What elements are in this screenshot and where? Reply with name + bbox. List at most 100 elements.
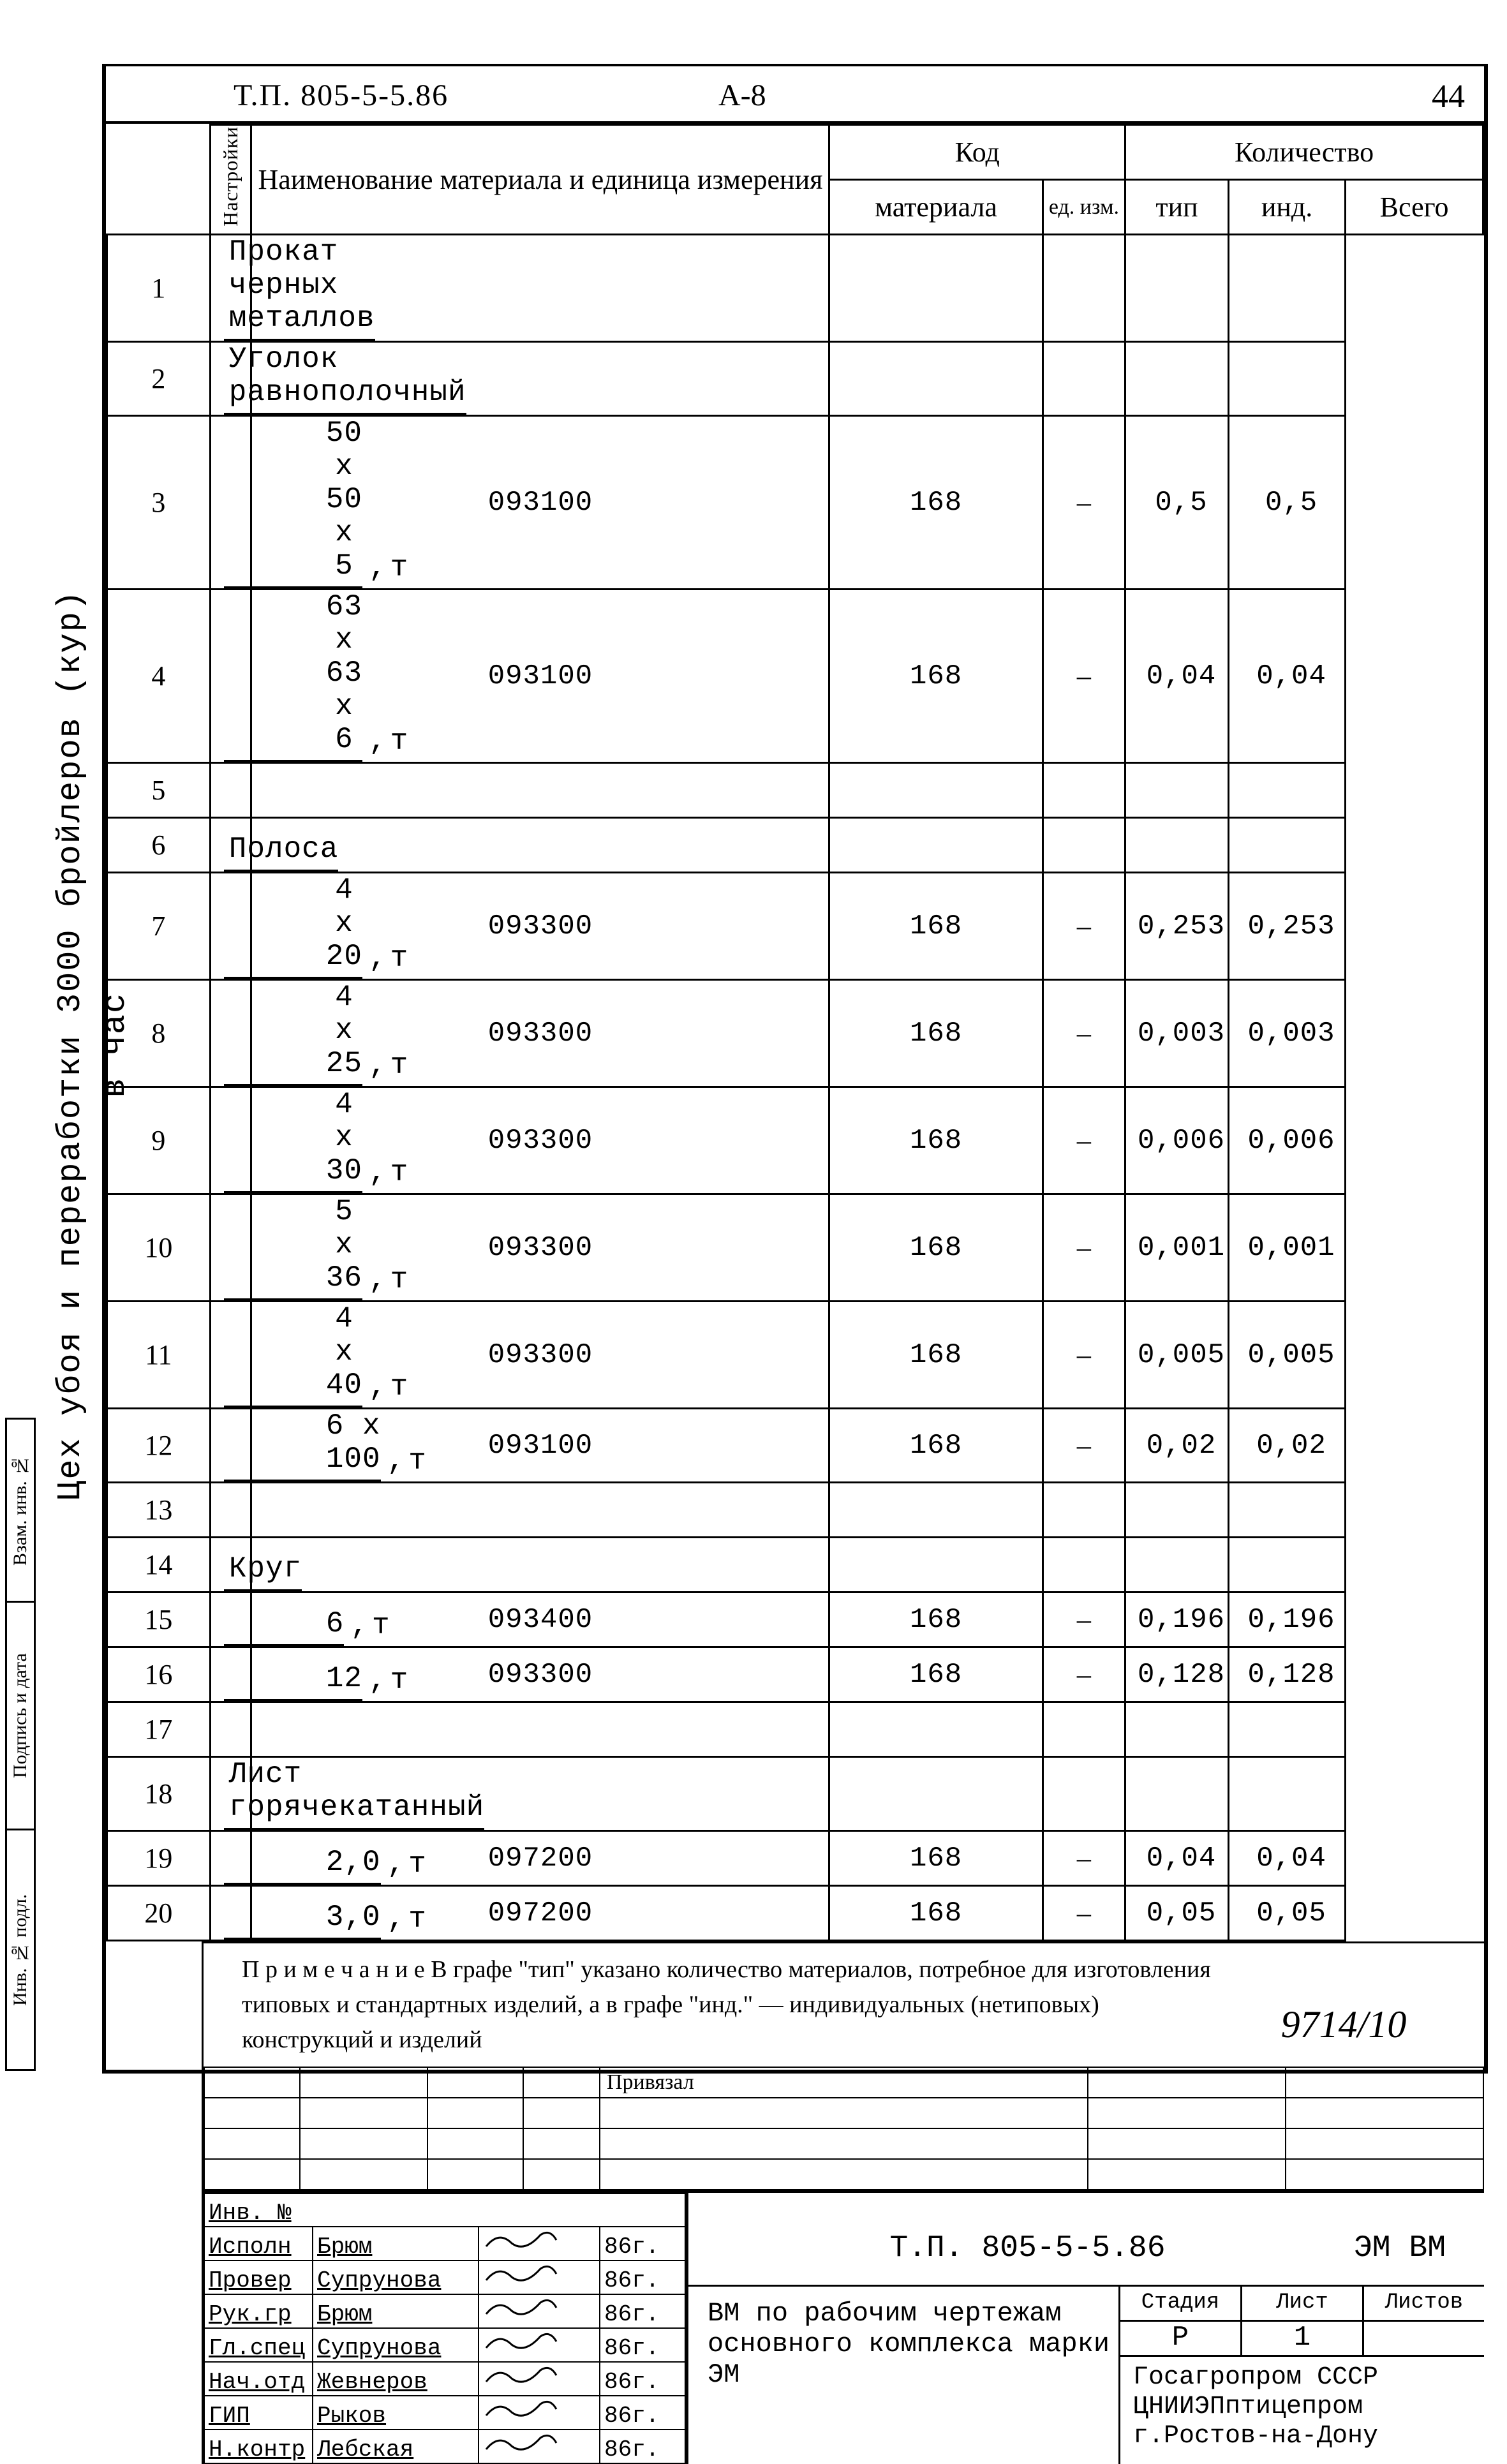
table-row: 6Полоса xyxy=(107,818,1483,873)
signature-row: Рук.грБрюм86г. xyxy=(204,2294,685,2328)
cell-tip: – xyxy=(1043,1409,1125,1483)
cell-total: 0,003 xyxy=(1228,980,1345,1087)
side-project-title: Цех убоя и переработки 3000 бройлеров (к… xyxy=(48,590,119,1501)
role-label: Нач.отд xyxy=(204,2362,313,2396)
role-label: Рук.гр xyxy=(204,2294,313,2328)
material-name-cell: Прокат черных металлов xyxy=(210,235,251,342)
row-number: 11 xyxy=(107,1302,211,1409)
role-name: Супрунова xyxy=(313,2260,479,2294)
role-year: 86г. xyxy=(600,2260,685,2294)
meta-sheets-label: Листов xyxy=(1364,2287,1484,2320)
cell-total xyxy=(1228,235,1345,342)
material-name-cell: 4 х 40,т xyxy=(210,1302,251,1409)
table-row: 156,т093400168–0,1960,196 xyxy=(107,1592,1483,1647)
row-number: 10 xyxy=(107,1194,211,1302)
cell-ed xyxy=(829,342,1043,416)
row-number: 12 xyxy=(107,1409,211,1483)
cell-ind: 0,02 xyxy=(1125,1409,1229,1483)
cell-total: 0,001 xyxy=(1228,1194,1345,1302)
table-row: 192,0,т097200168–0,040,04 xyxy=(107,1831,1483,1886)
materials-table: Настройки Наименование материала и едини… xyxy=(106,124,1484,1941)
table-row: 5 xyxy=(107,763,1483,818)
meta-sheet-value: 1 xyxy=(1242,2322,1364,2355)
cell-ed xyxy=(829,1757,1043,1831)
role-name: Брюм xyxy=(313,2227,479,2260)
cell-total: 0,006 xyxy=(1228,1087,1345,1194)
row-number: 7 xyxy=(107,873,211,980)
table-row: 126 х 100,т093100168–0,020,02 xyxy=(107,1409,1483,1483)
material-name-cell: 4 х 20,т xyxy=(210,873,251,980)
cell-ind xyxy=(1125,1538,1229,1592)
material-name-cell: Уголок равнополочный xyxy=(210,342,251,416)
cell-ed xyxy=(829,818,1043,873)
page-number: 44 xyxy=(1108,66,1484,121)
inv-label: Инв. № xyxy=(204,2193,685,2227)
role-name: Брюм xyxy=(313,2294,479,2328)
cell-ed xyxy=(829,1483,1043,1538)
tb-doc-type: ЭМ ВМ xyxy=(1354,2231,1471,2266)
row-number: 1 xyxy=(107,235,211,342)
privязал-table: Привязал xyxy=(204,2067,1484,2190)
role-name: Лебская xyxy=(313,2430,479,2463)
row-number: 13 xyxy=(107,1483,211,1538)
row-number: 17 xyxy=(107,1702,211,1757)
table-row: 2Уголок равнополочный xyxy=(107,342,1483,416)
cell-ed: 168 xyxy=(829,416,1043,590)
cell-ed xyxy=(829,1538,1043,1592)
col-name: Наименование материала и единица измерен… xyxy=(251,125,829,235)
material-name-cell: Лист горячекатанный xyxy=(210,1757,251,1831)
cell-code xyxy=(251,1702,829,1757)
material-name-cell: 50 х 50 х 5,т xyxy=(210,416,251,590)
cell-total: 0,05 xyxy=(1228,1886,1345,1941)
cell-total: 0,128 xyxy=(1228,1647,1345,1702)
row-number: 20 xyxy=(107,1886,211,1941)
col-tip: тип xyxy=(1125,180,1229,235)
cell-ed: 168 xyxy=(829,1886,1043,1941)
cell-tip: – xyxy=(1043,873,1125,980)
note-number: 9714/10 xyxy=(1216,1952,1471,2058)
cell-tip: – xyxy=(1043,1886,1125,1941)
cell-ind xyxy=(1125,1483,1229,1538)
cell-ed: 168 xyxy=(829,1647,1043,1702)
cell-ed xyxy=(829,1702,1043,1757)
role-year: 86г. xyxy=(600,2396,685,2430)
role-name: Жевнеров xyxy=(313,2362,479,2396)
table-row: 13 xyxy=(107,1483,1483,1538)
tb-organization: Госагропром СССРЦНИИЭПптицепромг.Ростов-… xyxy=(1120,2357,1484,2464)
cell-ind xyxy=(1125,342,1229,416)
cell-ind: 0,253 xyxy=(1125,873,1229,980)
cell-total xyxy=(1228,1757,1345,1831)
role-label: Гл.спец xyxy=(204,2328,313,2362)
cell-tip xyxy=(1043,1702,1125,1757)
note-text: П р и м е ч а н и е В графе "тип" указан… xyxy=(242,1952,1216,2058)
col-total: Всего xyxy=(1346,180,1483,235)
cell-ed: 168 xyxy=(829,1592,1043,1647)
cell-ind xyxy=(1125,235,1229,342)
cell-ind: 0,04 xyxy=(1125,590,1229,763)
cell-tip xyxy=(1043,1483,1125,1538)
material-name-cell xyxy=(210,1483,251,1538)
row-number: 14 xyxy=(107,1538,211,1592)
signature-row: ИсполнБрюм86г. xyxy=(204,2227,685,2260)
cell-tip: – xyxy=(1043,416,1125,590)
tb-docnum-text: Т.П. 805-5-5.86 xyxy=(889,2231,1165,2266)
cell-ind: 0,003 xyxy=(1125,980,1229,1087)
table-row: 94 х 30,т093300168–0,0060,006 xyxy=(107,1087,1483,1194)
material-name-cell: 6 х 100,т xyxy=(210,1409,251,1483)
table-row: 74 х 20,т093300168–0,2530,253 xyxy=(107,873,1483,980)
note-block: П р и м е ч а н и е В графе "тип" указан… xyxy=(204,1941,1484,2067)
cell-ind xyxy=(1125,1702,1229,1757)
material-name-cell: 4 х 30,т xyxy=(210,1087,251,1194)
material-name-cell xyxy=(210,1702,251,1757)
material-name-cell: 12,т xyxy=(210,1647,251,1702)
signature-row: ГИПРыков86г. xyxy=(204,2396,685,2430)
row-number: 2 xyxy=(107,342,211,416)
signature-row: Гл.спецСупрунова86г. xyxy=(204,2328,685,2362)
role-label: ГИП xyxy=(204,2396,313,2430)
cell-ind: 0,005 xyxy=(1125,1302,1229,1409)
table-row: 17 xyxy=(107,1702,1483,1757)
col-code-mat: материала xyxy=(829,180,1043,235)
table-row: 1Прокат черных металлов xyxy=(107,235,1483,342)
signature-row: Н.контрЛебская86г. xyxy=(204,2430,685,2463)
material-name-cell: Полоса xyxy=(210,818,251,873)
